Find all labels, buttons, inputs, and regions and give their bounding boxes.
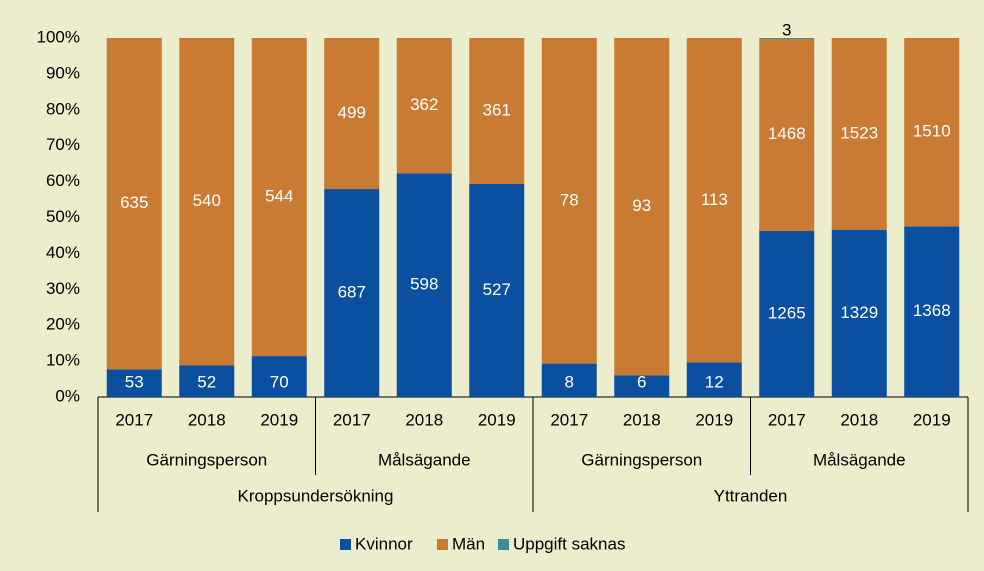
- bar-segment: [831, 38, 887, 230]
- value-label: 1329: [840, 303, 878, 322]
- bar-segment: [179, 365, 235, 397]
- value-label: 8: [565, 372, 574, 391]
- value-label: 540: [193, 191, 221, 210]
- group-label: Gärningsperson: [146, 450, 267, 469]
- y-tick-label: 10%: [46, 351, 80, 370]
- value-label: 598: [410, 275, 438, 294]
- y-tick-label: 30%: [46, 279, 80, 298]
- value-label: 1510: [913, 122, 951, 141]
- x-tick-label: 2018: [623, 410, 661, 429]
- x-tick-label: 2019: [478, 410, 516, 429]
- value-label: 52: [197, 372, 216, 391]
- value-label: 12: [705, 372, 724, 391]
- bar-segment: [469, 38, 525, 184]
- group-label: Gärningsperson: [581, 450, 702, 469]
- value-label: 1368: [913, 301, 951, 320]
- value-label: 635: [120, 193, 148, 212]
- y-tick-label: 50%: [46, 207, 80, 226]
- value-label: 1468: [768, 124, 806, 143]
- legend-swatch: [498, 539, 509, 550]
- group-label: Målsägande: [378, 450, 471, 469]
- legend-swatch: [437, 539, 448, 550]
- value-label: 544: [265, 187, 293, 206]
- bar-segment: [251, 38, 307, 357]
- legend-label: Män: [452, 534, 485, 553]
- y-tick-label: 100%: [37, 27, 80, 46]
- value-label: 361: [483, 100, 511, 119]
- value-label: 93: [632, 196, 651, 215]
- bar-segment: [904, 226, 960, 397]
- bar-segment: [831, 229, 887, 397]
- x-tick-label: 2017: [333, 410, 371, 429]
- legend-label: Kvinnor: [355, 534, 413, 553]
- bar-segment: [324, 189, 380, 397]
- y-tick-label: 20%: [46, 315, 80, 334]
- x-tick-label: 2017: [115, 410, 153, 429]
- bar-segment: [469, 183, 525, 397]
- y-tick-label: 40%: [46, 243, 80, 262]
- x-tick-label: 2018: [840, 410, 878, 429]
- bar-segment: [904, 38, 960, 227]
- y-tick-label: 0%: [55, 386, 80, 405]
- x-tick-label: 2019: [913, 410, 951, 429]
- x-tick-label: 2017: [550, 410, 588, 429]
- y-tick-label: 80%: [46, 99, 80, 118]
- x-tick-label: 2018: [188, 410, 226, 429]
- bar-segment: [179, 38, 235, 366]
- value-label: 70: [270, 372, 289, 391]
- x-tick-label: 2018: [405, 410, 443, 429]
- bar-segment: [686, 362, 742, 397]
- group-label: Kroppsundersökning: [238, 486, 394, 505]
- bar-segment: [396, 173, 452, 397]
- legend-swatch: [340, 539, 351, 550]
- x-tick-label: 2019: [695, 410, 733, 429]
- value-label: 687: [338, 283, 366, 302]
- value-label: 527: [483, 280, 511, 299]
- y-tick-label: 90%: [46, 63, 80, 82]
- value-label: 499: [338, 103, 366, 122]
- bar-segment: [759, 38, 815, 232]
- y-tick-label: 60%: [46, 171, 80, 190]
- bar-segment: [106, 369, 162, 397]
- value-label: 1265: [768, 303, 806, 322]
- bar-segment: [324, 38, 380, 190]
- bar-segment: [686, 38, 742, 363]
- bar-segment: [541, 38, 597, 364]
- bar-segment: [251, 356, 307, 397]
- bar-segment: [396, 38, 452, 174]
- value-label: 78: [560, 190, 579, 209]
- value-label: 53: [125, 372, 144, 391]
- bar-segment: [541, 363, 597, 397]
- value-label: 3: [782, 20, 791, 39]
- legend-label: Uppgift saknas: [513, 534, 625, 553]
- bar-segment: [614, 375, 670, 397]
- group-label: Yttranden: [714, 486, 788, 505]
- x-tick-label: 2017: [768, 410, 806, 429]
- group-label: Målsägande: [813, 450, 906, 469]
- bar-segment: [106, 38, 162, 370]
- y-tick-label: 70%: [46, 135, 80, 154]
- value-label: 1523: [840, 123, 878, 142]
- value-label: 362: [410, 95, 438, 114]
- value-label: 6: [637, 372, 646, 391]
- x-tick-label: 2019: [260, 410, 298, 429]
- value-label: 113: [701, 190, 728, 209]
- bar-segment: [759, 38, 815, 39]
- bar-segment: [614, 38, 670, 376]
- bar-segment: [759, 231, 815, 397]
